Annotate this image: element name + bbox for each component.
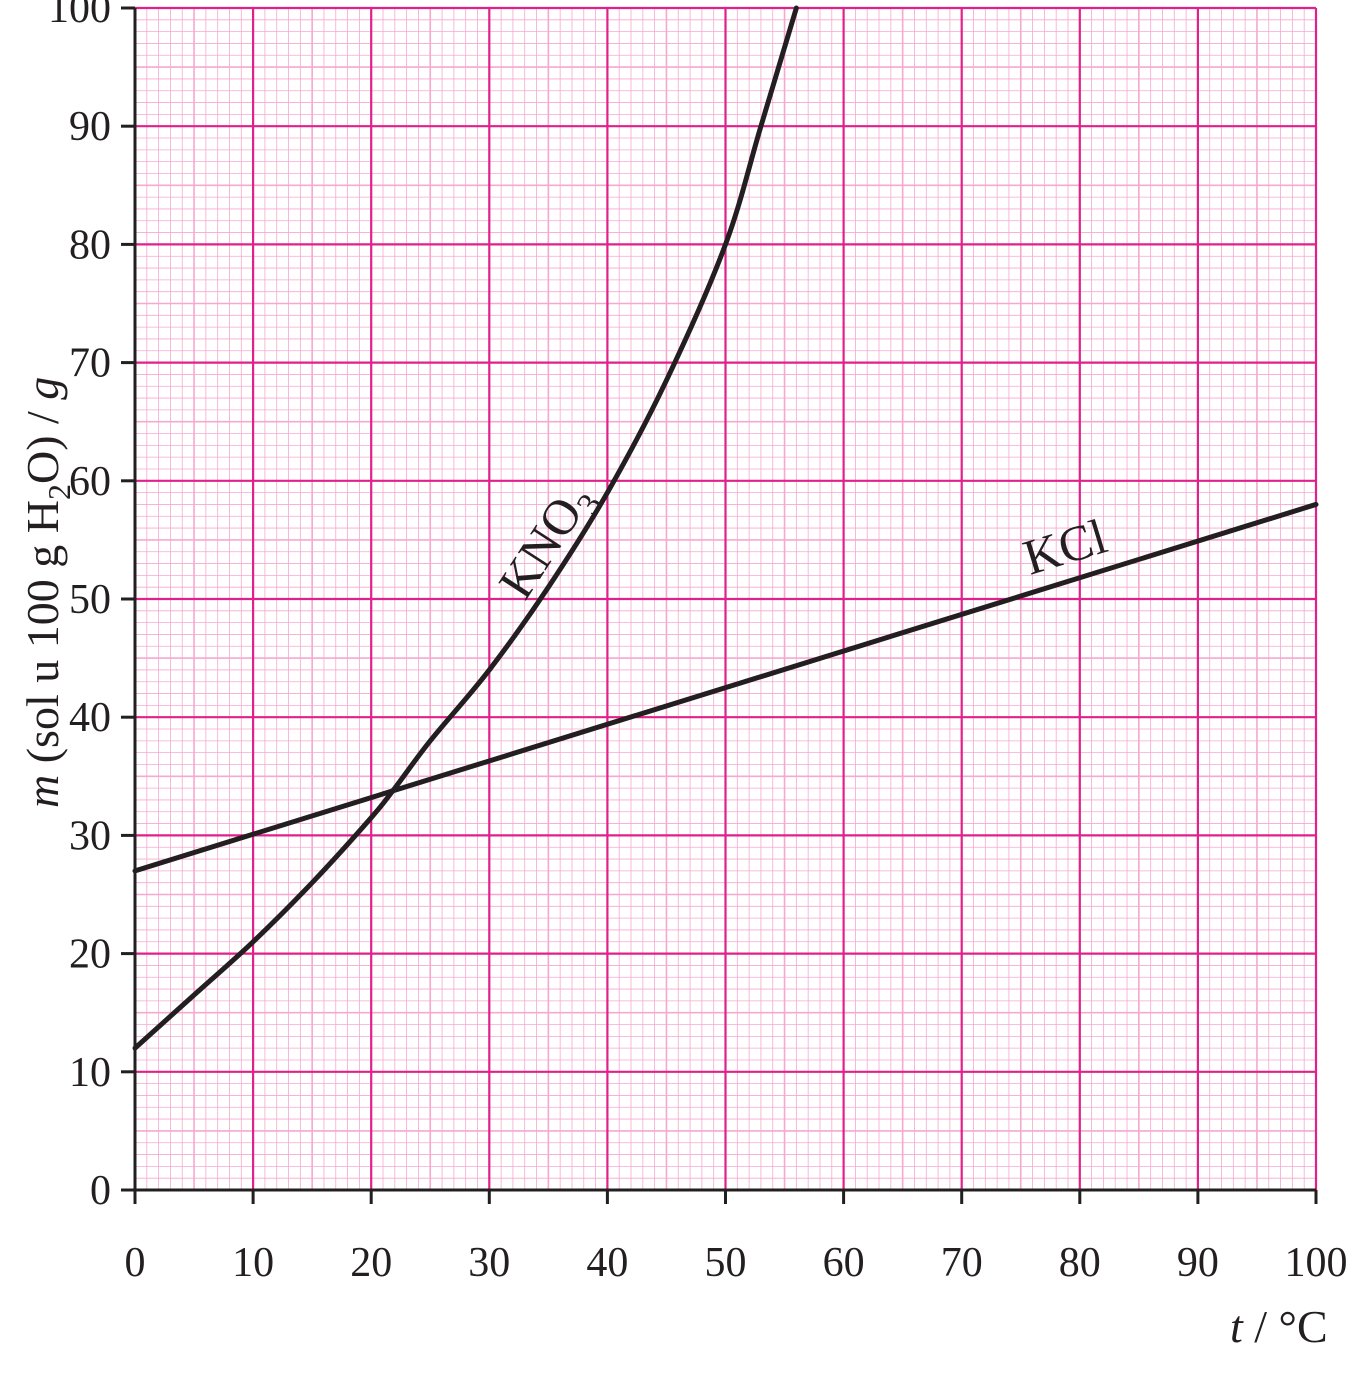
x-tick-label: 80 (1059, 1240, 1101, 1286)
x-tick-label: 20 (350, 1240, 392, 1286)
y-tick-label: 30 (69, 813, 111, 859)
y-axis-label: m (sol u 100 g H2O) / g (17, 377, 77, 808)
grid (133, 6, 1318, 1192)
x-tick-label: 40 (586, 1240, 628, 1286)
tick-labels: 0 10 20 30 40 50 60 70 80 90 100 0 10 20 30 40 50 60 70 80 9… (48, 0, 1348, 1286)
x-tick-label: 10 (232, 1240, 274, 1286)
x-tick-label: 60 (823, 1240, 865, 1286)
y-tick-label: 60 (69, 459, 111, 505)
y-tick-label: 0 (90, 1168, 111, 1214)
y-tick-label: 40 (69, 695, 111, 741)
y-tick-label: 70 (69, 341, 111, 387)
y-tick-label: 100 (48, 0, 111, 32)
y-tick-label: 80 (69, 222, 111, 268)
y-tick-label: 90 (69, 104, 111, 150)
y-tick-label: 50 (69, 577, 111, 623)
x-tick-label: 100 (1285, 1240, 1348, 1286)
series-line-kcl (132, 501, 1319, 874)
x-tick-label: 70 (941, 1240, 983, 1286)
axes (121, 6, 1318, 1204)
curves (132, 5, 1319, 1051)
y-tick-label: 10 (69, 1050, 111, 1096)
x-axis-label: t / °C (1230, 1301, 1328, 1352)
series-line-kno3 (132, 5, 799, 1051)
y-tick-label: 20 (69, 932, 111, 978)
x-tick-label: 50 (705, 1240, 747, 1286)
x-tick-label: 30 (468, 1240, 510, 1286)
x-tick-label: 90 (1177, 1240, 1219, 1286)
x-tick-label: 0 (125, 1240, 146, 1286)
